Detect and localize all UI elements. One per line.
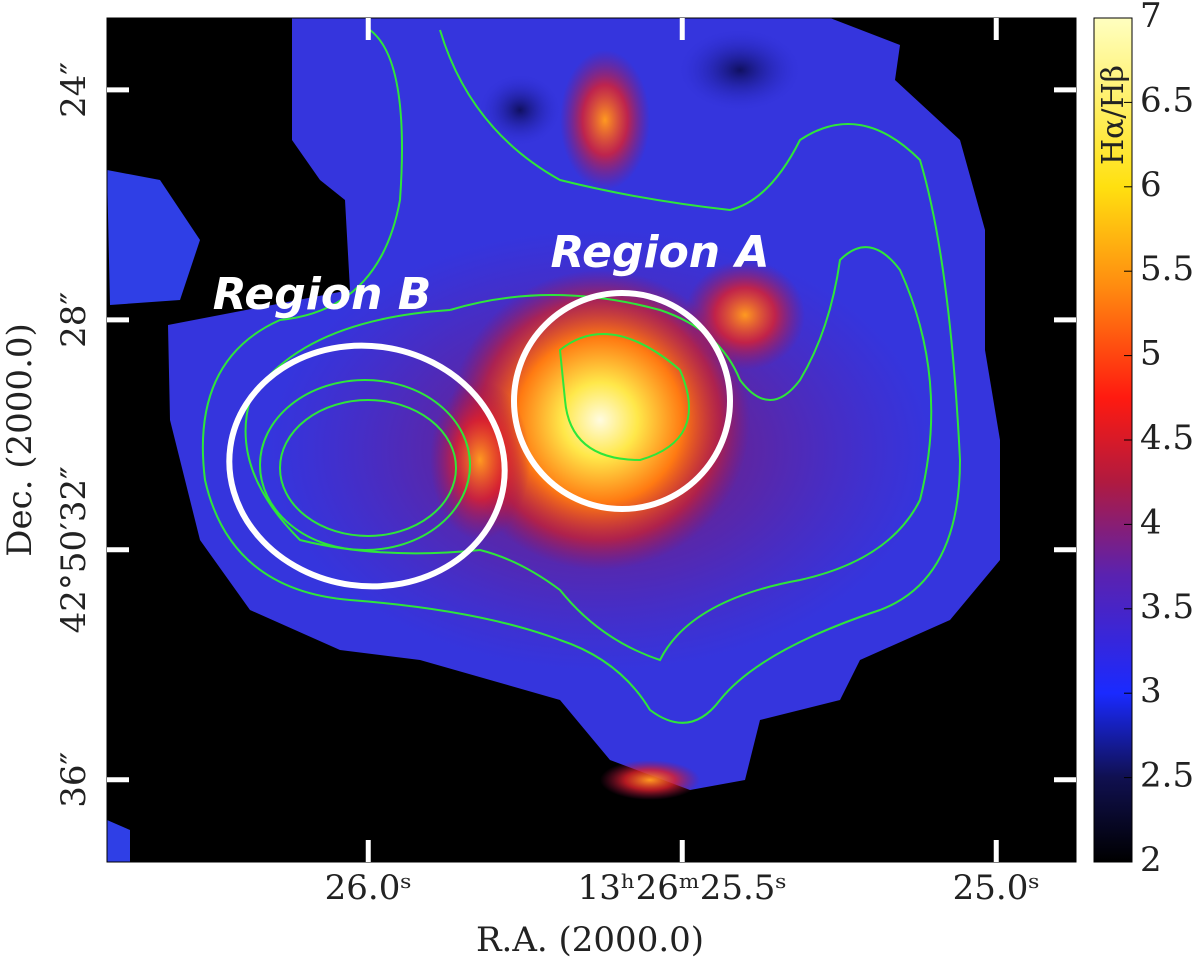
colorbar-tick-label: 7 [1140, 0, 1162, 36]
y-tick-label: 24″ [54, 62, 94, 118]
x-axis-label: R.A. (2000.0) [476, 920, 704, 960]
colorbar-tick-label: 5.5 [1140, 249, 1194, 289]
colorbar-tick-label: 3 [1140, 671, 1162, 711]
y-tick-label: 28″ [54, 292, 94, 348]
colorbar-tick-label: 6 [1140, 165, 1162, 205]
map [107, 18, 1000, 862]
x-tick-label: 26.0ˢ [325, 868, 412, 908]
x-tick-label: 13ʰ26ᵐ25.5ˢ [578, 868, 787, 908]
annotation: Region A [550, 227, 769, 278]
colorbar-tick-label: 4.5 [1140, 418, 1194, 458]
frame [106, 17, 1077, 863]
x-tick-label: 25.0ˢ [953, 868, 1040, 908]
colorbar-tick-label: 3.5 [1140, 587, 1194, 627]
colorbar-tick-label: 2 [1140, 840, 1162, 880]
colorbar-tick-label: 4 [1140, 502, 1162, 542]
y-tick-label: 42°50′32″ [54, 466, 94, 633]
colorbar-tick-label: 2.5 [1140, 756, 1194, 796]
colorbar-tick-label: 6.5 [1140, 80, 1194, 120]
colorbar-label: Hα/Hβ [1096, 65, 1131, 165]
colorbar-tick-label: 5 [1140, 334, 1162, 374]
y-axis-label: Dec. (2000.0) [0, 323, 40, 557]
annotation: Region B [213, 269, 432, 320]
y-tick-label: 36″ [54, 752, 94, 808]
